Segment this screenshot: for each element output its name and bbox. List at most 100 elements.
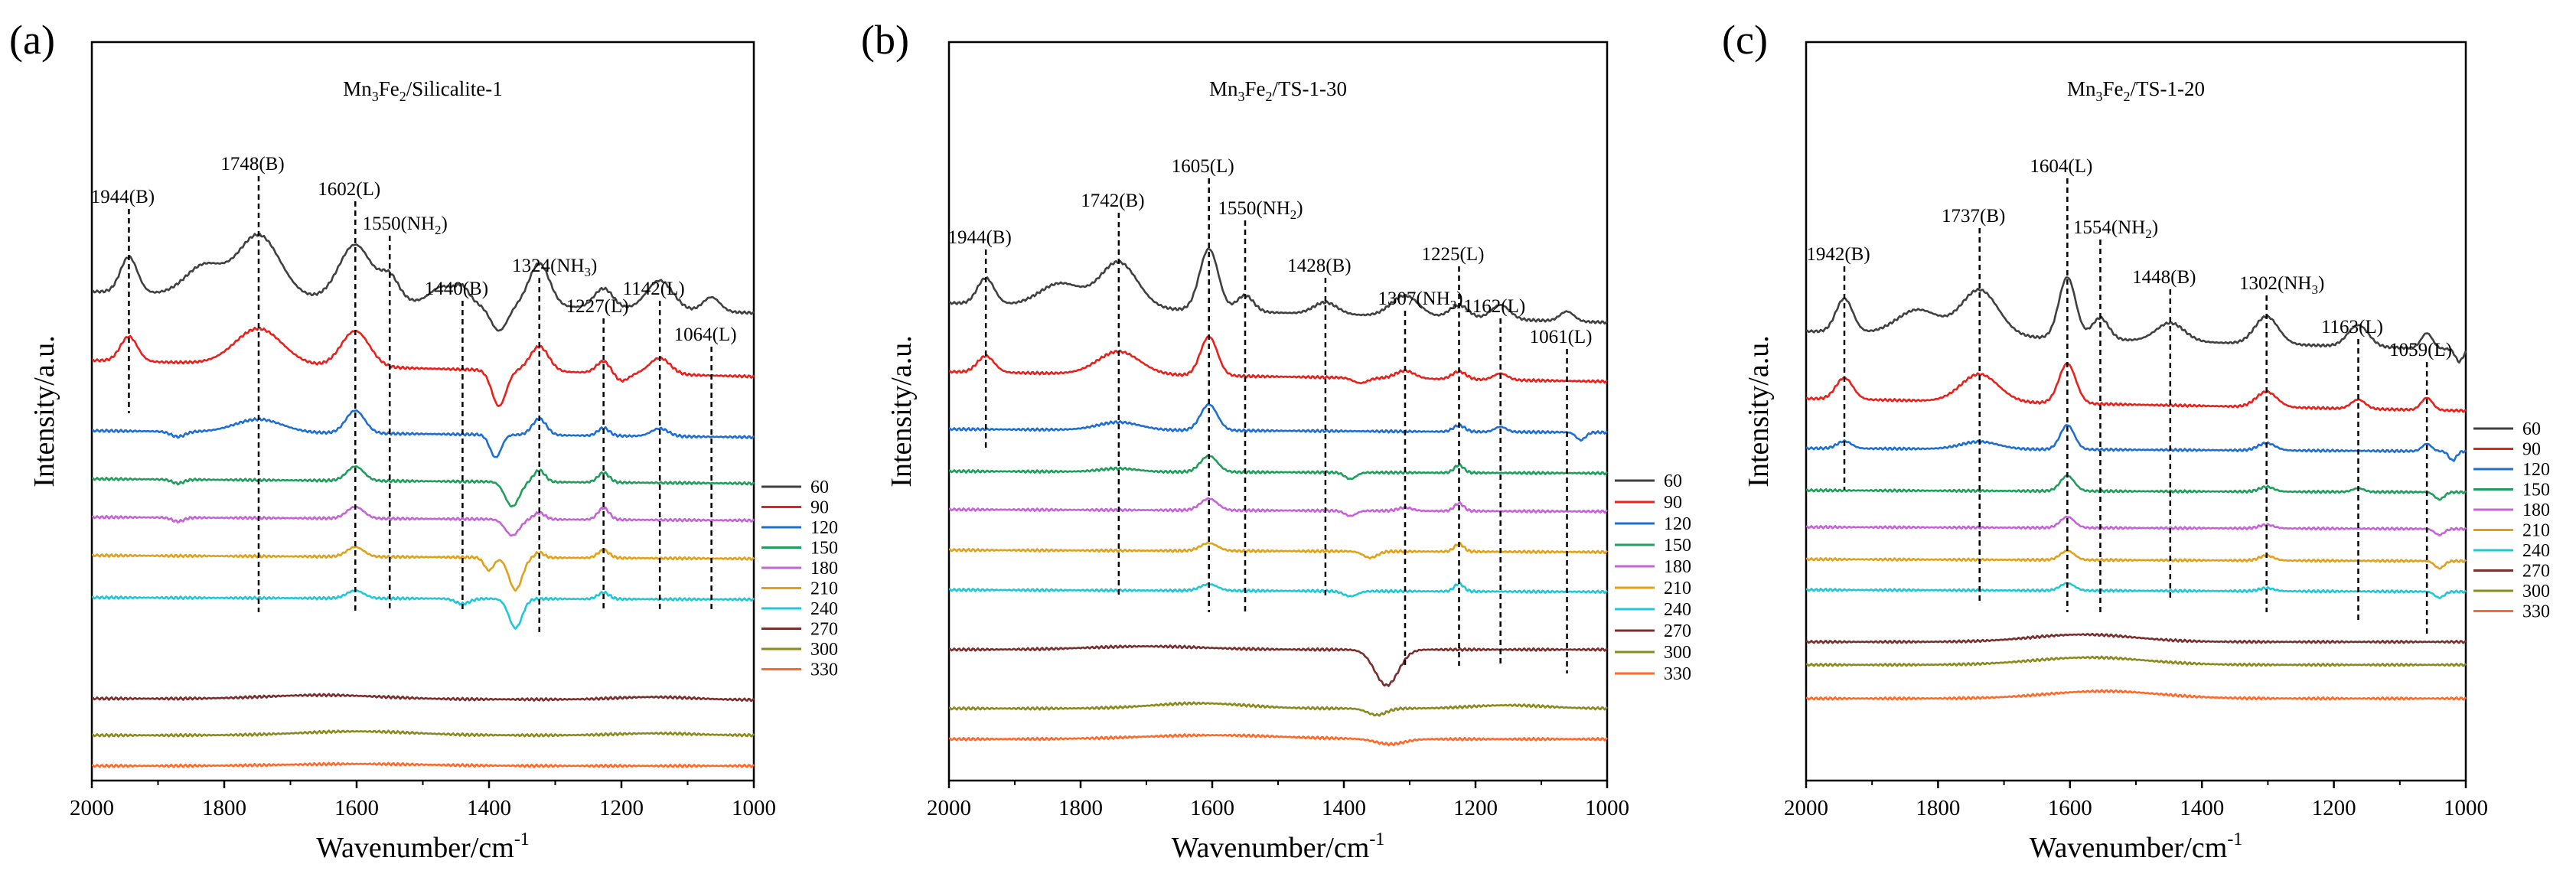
x-tick-label: 1000 [2444,796,2488,820]
panel-label: (b) [861,17,909,63]
series-line-150 [948,454,1608,481]
x-axis-label: Wavenumber/cm-1 [316,830,530,864]
legend-label: 180 [810,559,838,579]
series-line-60 [1805,276,2467,364]
annotation-label: 1324(NH3) [512,256,597,279]
legend-label: 240 [810,599,838,619]
annotation-label: 1554(NH2) [2073,217,2158,241]
annotation-label: 1227(L) [566,296,629,317]
series-line-240 [1805,582,2467,599]
series-line-330 [948,733,1608,747]
x-tick-label: 1600 [1190,796,1234,820]
plot-frame [90,41,755,782]
legend-label: 300 [810,640,838,660]
annotation-label: 1059(L) [2389,340,2452,360]
x-tick-label: 1800 [1058,796,1103,820]
chart-title: Mn3Fe2/TS-1-30 [1209,77,1347,104]
legend-label: 330 [1664,664,1691,684]
legend-label: 330 [810,660,838,680]
series-line-90 [948,335,1608,385]
legend-label: 300 [2522,582,2550,602]
annotation-label: 1440(B) [425,279,488,299]
panel-label: (c) [1722,17,1768,63]
x-tick-label: 1600 [2048,796,2092,820]
legend-label: 150 [1664,536,1691,556]
legend-label: 90 [810,498,829,518]
annotation-label: 1944(B) [947,227,1011,248]
legend-label: 180 [2522,500,2550,520]
legend-label: 270 [2522,562,2550,582]
series-line-60 [948,247,1608,325]
series-line-240 [91,589,755,630]
legend-label: 210 [1664,579,1691,598]
x-tick-label: 1200 [1453,796,1498,820]
annotation-label: 1944(B) [91,187,155,207]
annotation-label: 1605(L) [1172,156,1234,177]
series-line-300 [91,729,755,738]
legend-label: 180 [1664,557,1691,577]
panel-label: (a) [9,17,55,63]
legend-label: 330 [2522,602,2550,622]
legend-label: 210 [2522,521,2550,541]
legend-label: 90 [1664,493,1682,513]
annotation-label: 1428(B) [1287,256,1351,276]
annotation-label: 1742(B) [1081,191,1144,211]
chart-panel-1: (a) Mn3Fe2/Silicalite-1 2000 1800 1600 1400 12… [9,17,838,864]
annotation-label: 1163(L) [2321,317,2383,337]
series-line-270 [948,644,1608,687]
legend-label: 120 [810,518,838,538]
series-line-300 [948,701,1608,717]
x-tick-label: 2000 [927,796,971,820]
plot-frame [947,41,1609,782]
legend-label: 210 [810,579,838,599]
annotation-label: 1550(NH2) [363,214,448,237]
legend-label: 150 [810,539,838,559]
plot-frame [1805,41,2467,782]
series-line-150 [1805,474,2467,501]
x-tick-label: 1600 [334,796,379,820]
series-line-180 [948,497,1608,517]
legend-label: 240 [2522,541,2550,561]
x-tick-label: 1800 [1916,796,1960,820]
annotation-label: 1064(L) [674,324,737,345]
legend-label: 60 [810,478,829,497]
series-line-180 [1805,515,2467,536]
legend-label: 270 [1664,621,1691,641]
series-line-300 [1805,655,2467,667]
legend-label: 120 [2522,460,2550,480]
y-axis-label: Intensity/a.u. [1743,335,1775,487]
series-line-120 [91,409,755,458]
annotation-label: 1061(L) [1530,327,1593,347]
series-line-330 [91,761,755,768]
series-line-270 [1805,632,2467,644]
series-line-240 [948,581,1608,598]
annotation-label: 1748(B) [220,154,284,174]
annotation-label: 1162(L) [1463,296,1525,317]
chart-panel-3: (c) Mn3Fe2/TS-1-20 2000 1800 1600 1400 1200 100… [1722,17,2550,864]
annotation-label: 1302(NH3) [2239,273,2324,297]
series-line-150 [91,465,755,508]
x-tick-label: 1000 [1585,796,1629,820]
series-line-270 [91,693,755,703]
chart-panel-2: (b) Mn3Fe2/TS-1-30 2000 1800 1600 1400 1200 100… [861,17,1691,864]
chart-title: Mn3Fe2/Silicalite-1 [343,77,503,104]
legend-label: 150 [2522,481,2550,500]
legend-label: 120 [1664,514,1691,534]
series-line-60 [91,233,755,332]
series-line-120 [1805,424,2467,462]
legend-label: 240 [1664,600,1691,620]
x-tick-label: 1200 [599,796,644,820]
legend-label: 90 [2522,440,2541,460]
annotation-label: 1604(L) [2030,156,2092,177]
x-tick-label: 1200 [2312,796,2356,820]
x-tick-label: 1400 [2180,796,2224,820]
x-axis-label: Wavenumber/cm-1 [1172,830,1385,864]
series-line-180 [91,505,755,537]
annotation-label: 1307(NH3) [1378,289,1462,312]
annotation-label: 1602(L) [318,179,380,200]
x-axis-label: Wavenumber/cm-1 [2030,830,2243,864]
y-axis-label: Intensity/a.u. [885,335,918,487]
x-tick-label: 1800 [202,796,246,820]
legend-label: 60 [2522,419,2541,439]
